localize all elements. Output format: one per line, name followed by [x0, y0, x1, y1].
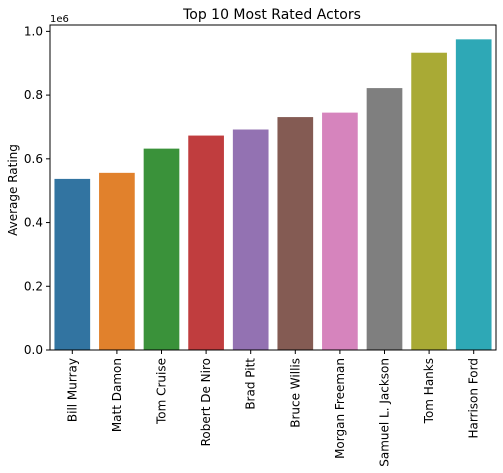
y-ticks-group: 0.0 0.2 0.4 0.6 0.8 1.0 [24, 24, 50, 357]
x-tick-label: Bill Murray [65, 358, 79, 422]
y-tick-label: 0.2 [24, 279, 43, 293]
x-tick-label: Tom Hanks [422, 358, 436, 424]
bar-matt-damon [99, 173, 135, 350]
y-tick-label: 0.6 [24, 152, 43, 166]
x-tick-label: Robert De Niro [199, 358, 213, 446]
y-axis-label: Average Rating [6, 144, 20, 236]
y-tick-label: 0.8 [24, 88, 43, 102]
x-tick-label: Bruce Willis [288, 358, 302, 428]
x-ticks-group: Bill Murray Matt Damon Tom Cruise Robert De… [65, 350, 480, 467]
bar-bruce-willis [277, 117, 313, 350]
x-tick-label: Tom Cruise [155, 358, 169, 425]
bar-brad-pitt [233, 130, 269, 350]
x-tick-label: Morgan Freeman [333, 358, 347, 459]
y-tick-label: 0.0 [24, 343, 43, 357]
x-tick-label: Brad Pitt [244, 358, 258, 410]
y-tick-label: 0.4 [24, 216, 43, 230]
bar-robert-de-niro [188, 136, 224, 350]
x-tick-label: Samuel L. Jackson [378, 358, 392, 467]
bars-group [54, 39, 491, 350]
bar-bill-murray [54, 179, 90, 350]
bar-morgan-freeman [322, 113, 358, 350]
chart-title: Top 10 Most Rated Actors [182, 7, 361, 23]
x-tick-label: Matt Damon [110, 358, 124, 432]
bar-harrison-ford [456, 39, 492, 350]
bar-tom-hanks [411, 53, 447, 350]
bar-samuel-l-jackson [367, 88, 403, 350]
bar-tom-cruise [144, 149, 180, 350]
y-tick-label: 1.0 [24, 24, 43, 38]
x-tick-label: Harrison Ford [467, 358, 481, 439]
y-multiplier-label: 1e6 [50, 14, 69, 25]
